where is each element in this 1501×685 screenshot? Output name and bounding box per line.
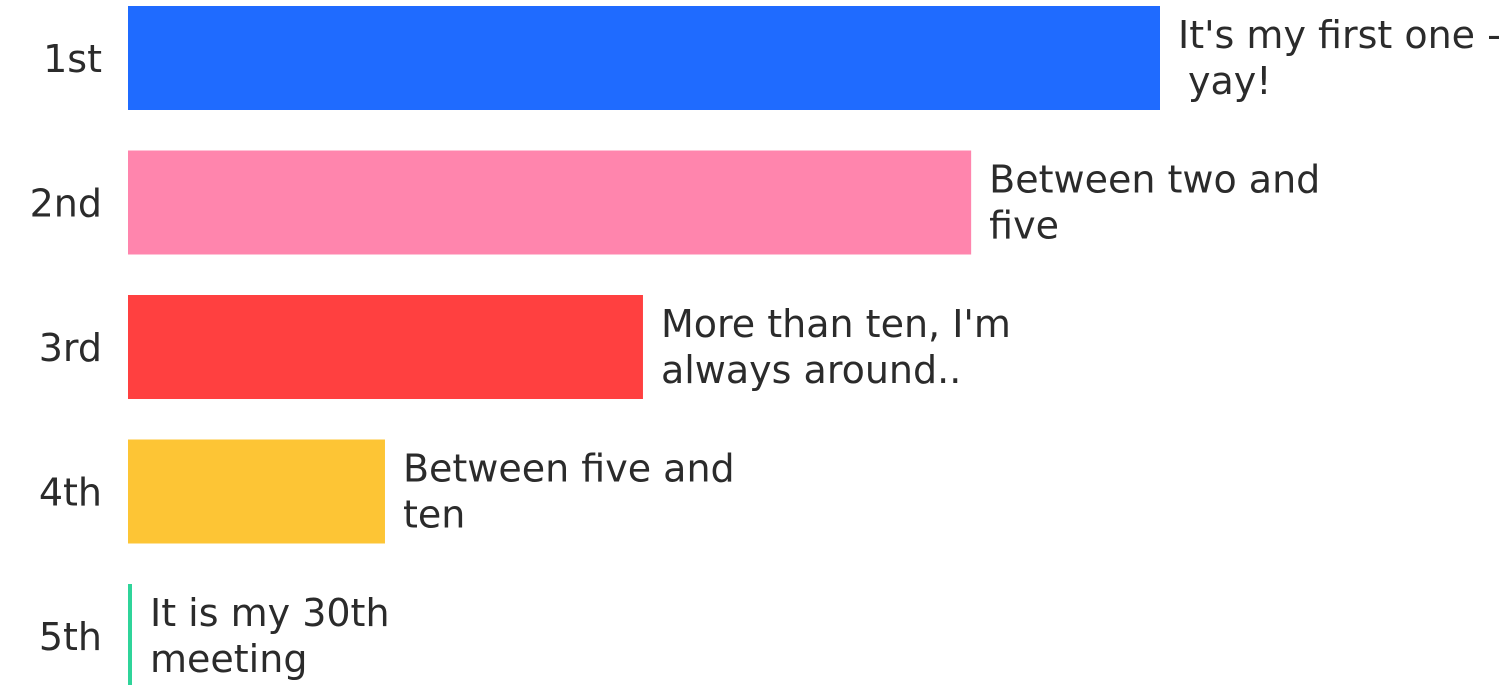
bar — [128, 6, 1160, 110]
rank-label: 3rd — [39, 326, 102, 370]
rank-label: 1st — [43, 37, 102, 81]
answer-label: always around.. — [661, 348, 961, 392]
bar — [128, 150, 972, 255]
bar — [128, 439, 385, 544]
answer-label: More than ten, I'm — [661, 302, 1011, 346]
answer-label: It is my 30th — [150, 591, 390, 635]
answer-label: meeting — [150, 637, 307, 681]
bar — [128, 295, 643, 399]
rank-label: 2nd — [30, 182, 102, 226]
answer-label: yay! — [1188, 59, 1272, 103]
bar — [128, 584, 132, 685]
answer-label: ten — [403, 493, 465, 537]
answer-label: Between two and — [989, 158, 1320, 202]
answer-label: Between five and — [403, 447, 735, 491]
answer-label: five — [989, 204, 1059, 248]
rank-label: 5th — [39, 615, 102, 659]
answer-label: It's my first one - — [1178, 13, 1501, 57]
rank-label: 4th — [39, 471, 102, 515]
